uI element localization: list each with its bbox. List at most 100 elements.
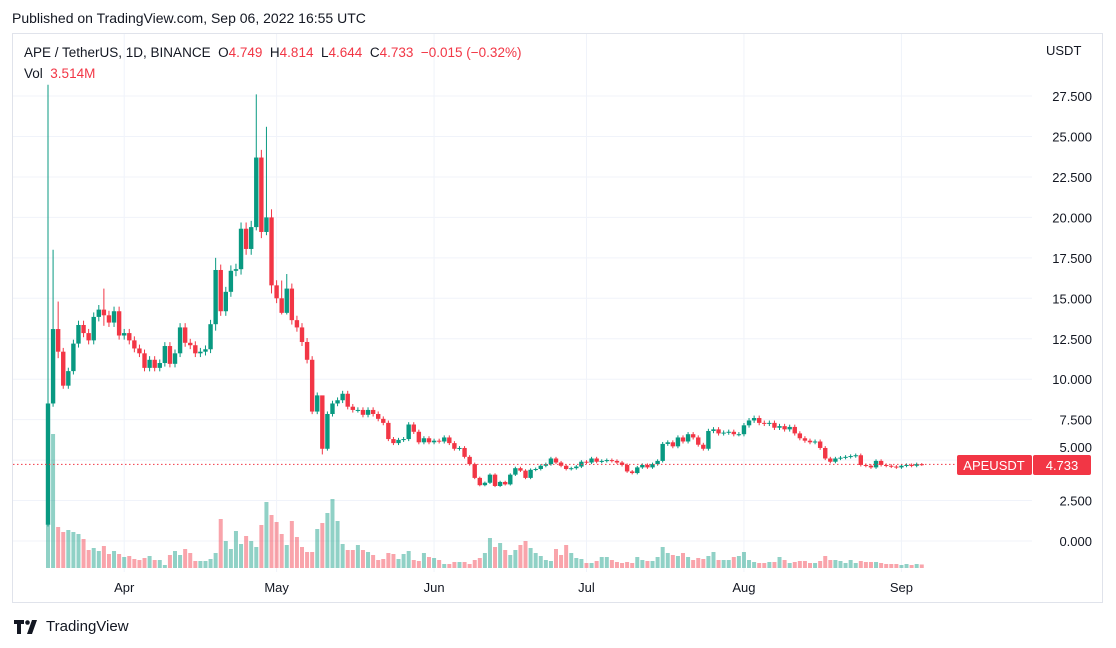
volume-bar	[76, 534, 81, 568]
candle-body	[553, 458, 559, 463]
candle-body	[50, 329, 56, 404]
candle-body	[548, 458, 554, 465]
volume-bars	[46, 434, 924, 568]
candle-body	[680, 437, 686, 442]
chart-frame[interactable]	[12, 33, 1103, 603]
volume-bar	[193, 561, 198, 568]
volume-bar	[716, 560, 721, 568]
volume-bar	[797, 561, 802, 568]
volume-bar	[442, 564, 447, 568]
volume-bar	[173, 551, 177, 568]
volume-bar	[198, 561, 203, 568]
candle-body	[127, 333, 132, 341]
candle-body	[76, 324, 81, 344]
volume-bar	[264, 502, 269, 568]
volume-legend: Vol 3.514M	[24, 66, 95, 81]
volume-bar	[274, 522, 279, 568]
low-value: 4.644	[328, 45, 363, 60]
candle-body	[376, 413, 381, 419]
candle-body	[86, 333, 91, 341]
candle-body	[330, 403, 335, 414]
candle-body	[218, 269, 223, 312]
candle-body	[223, 291, 228, 312]
volume-bar	[589, 563, 594, 568]
candle-body	[868, 465, 874, 468]
candle-body	[599, 460, 604, 462]
candle-body	[802, 438, 808, 441]
candle-body	[690, 434, 696, 438]
open-value: 4.749	[228, 45, 263, 60]
candle-body	[823, 447, 828, 459]
currency-label: USDT	[1046, 43, 1081, 58]
candle-body	[340, 393, 345, 401]
candle-body	[228, 270, 234, 292]
symbol-title[interactable]: APE / TetherUS, 1D, BINANCE	[24, 45, 211, 60]
volume-bar	[645, 561, 650, 568]
candle-body	[442, 437, 447, 442]
tradingview-footer[interactable]: TradingView	[14, 618, 129, 635]
candle-body	[101, 309, 107, 316]
volume-bar	[721, 560, 726, 568]
volume-bar	[66, 530, 71, 568]
candle-body	[238, 228, 244, 270]
candle-body	[172, 353, 178, 364]
y-tick-label: 22.500	[1052, 170, 1092, 185]
candle-body	[635, 467, 640, 474]
volume-bar	[523, 541, 528, 568]
candle-body	[533, 468, 538, 470]
volume-bar	[503, 550, 508, 568]
y-tick-label: 17.500	[1052, 251, 1092, 266]
volume-bar	[787, 563, 792, 568]
candle-body	[274, 285, 279, 299]
candle-body	[122, 333, 127, 336]
volume-bar	[51, 434, 56, 568]
candle-body	[675, 437, 681, 447]
candle-body	[767, 422, 772, 424]
candle-body	[462, 447, 467, 457]
y-tick-label: 15.000	[1052, 291, 1092, 306]
volume-bar	[157, 560, 162, 568]
volume-bar	[203, 561, 208, 568]
volume-bar	[112, 551, 117, 568]
candle-body	[309, 359, 315, 412]
volume-bar	[137, 560, 142, 568]
candle-body	[584, 461, 589, 463]
close-label: C	[369, 45, 380, 60]
volume-bar	[320, 523, 325, 568]
candle-body	[61, 351, 66, 386]
volume-bar	[747, 560, 752, 568]
volume-bar	[269, 515, 274, 568]
volume-bar	[432, 558, 437, 568]
volume-bar	[239, 544, 244, 568]
candle-body	[249, 227, 254, 249]
volume-bar	[792, 562, 797, 568]
volume-bar	[61, 532, 66, 568]
volume-bar	[472, 560, 477, 568]
volume-bar	[858, 561, 863, 568]
candle-body	[650, 464, 655, 468]
candle-body	[106, 315, 112, 323]
volume-bar	[772, 562, 777, 568]
volume-bar	[218, 519, 223, 568]
volume-bar	[874, 562, 879, 568]
candle-body	[894, 466, 899, 468]
candle-body	[711, 429, 716, 431]
volume-bar	[802, 561, 807, 568]
volume-bar	[56, 527, 61, 568]
volume-bar	[208, 559, 213, 568]
volume-bar	[106, 554, 111, 568]
candle-body	[878, 460, 884, 465]
volume-bar	[360, 550, 365, 568]
volume-bar	[889, 564, 894, 568]
candle-body	[254, 157, 259, 228]
volume-bar	[147, 556, 152, 568]
volume-bar	[630, 563, 635, 568]
volume-bar	[833, 560, 838, 568]
symbol-tag-label: APEUSDT	[963, 458, 1024, 473]
candle-body	[381, 418, 386, 423]
candle-body	[619, 462, 625, 465]
candle-body	[518, 468, 523, 471]
volume-bar	[254, 547, 259, 568]
candle-body	[899, 465, 904, 468]
